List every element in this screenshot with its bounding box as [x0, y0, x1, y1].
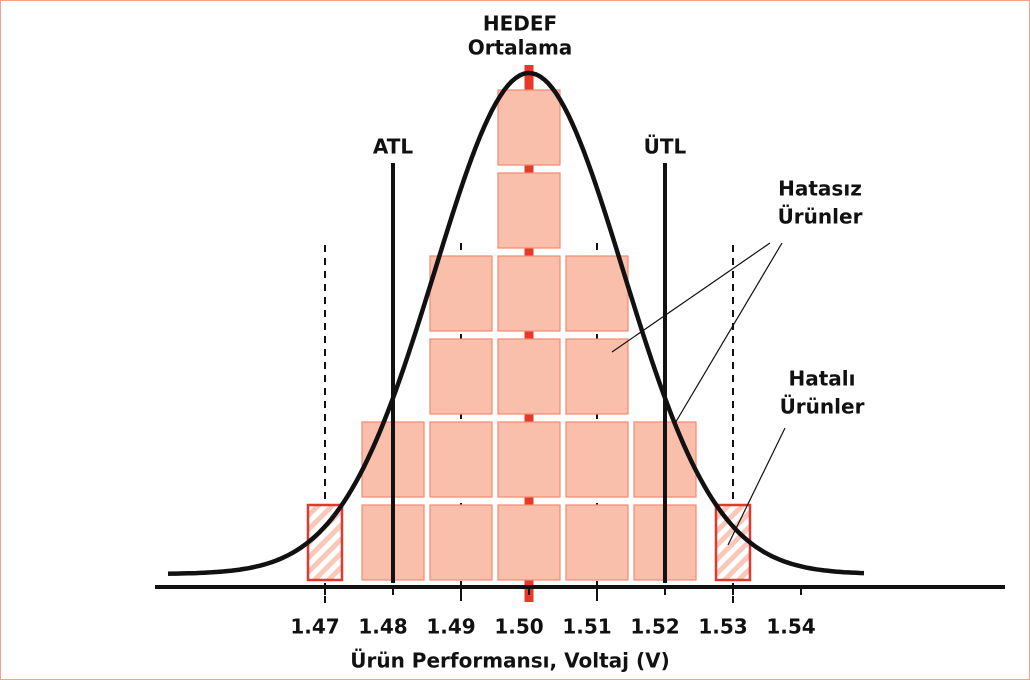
annotation: Hatasız: [778, 177, 862, 201]
normal-curve: [167, 70, 865, 576]
unit-box: [497, 338, 561, 415]
bin-stack: [497, 89, 561, 581]
x-tick-label: 1.47: [290, 615, 339, 639]
unit-box: [497, 89, 561, 166]
x-axis-title: Ürün Performansı, Voltaj (V): [350, 649, 669, 673]
unit-box: [714, 503, 752, 582]
unit-box: [565, 255, 629, 332]
unit-box: [565, 338, 629, 415]
bin-stack: [306, 503, 344, 582]
unit-box: [429, 421, 493, 498]
x-tick-label: 1.51: [562, 615, 611, 639]
target-label: Ortalama: [468, 36, 573, 60]
annotation: Ürünler: [780, 395, 865, 419]
unit-box: [306, 503, 344, 582]
unit-box: [497, 504, 561, 581]
leader-line: [727, 427, 786, 546]
unit-box: [429, 255, 493, 332]
bin-stack: [714, 503, 752, 582]
x-tick-label: 1.54: [766, 615, 815, 639]
unit-box: [497, 255, 561, 332]
unit-box: [565, 421, 629, 498]
x-tick-label: 1.50: [494, 615, 543, 639]
annotation: Ürünler: [778, 205, 863, 229]
bin-stack: [429, 255, 493, 581]
x-tick-label: 1.48: [358, 615, 407, 639]
limit-label: ATL: [373, 135, 414, 159]
limit-label: ÜTL: [644, 135, 687, 159]
unit-box: [565, 504, 629, 581]
unit-box: [497, 172, 561, 249]
unit-box: [429, 338, 493, 415]
leader-line: [673, 242, 783, 426]
x-tick-label: 1.49: [426, 615, 475, 639]
bin-stack: [565, 255, 629, 581]
leader-line: [611, 242, 771, 353]
target-label: HEDEF: [483, 12, 557, 36]
annotation: Hatalı: [788, 367, 855, 391]
unit-box: [429, 504, 493, 581]
unit-box: [497, 421, 561, 498]
x-tick-label: 1.52: [630, 615, 679, 639]
x-tick-label: 1.53: [698, 615, 747, 639]
